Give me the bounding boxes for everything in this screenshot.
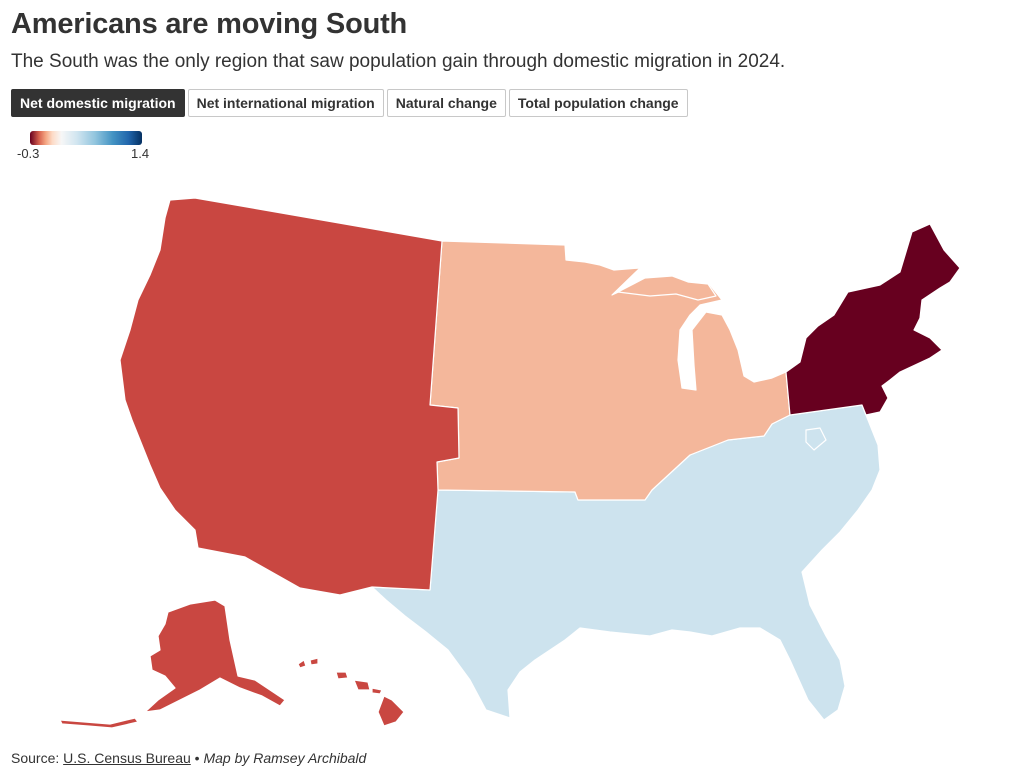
region-west-hawaii[interactable] (297, 657, 405, 727)
legend-min-label: -0.3 (17, 146, 40, 161)
source-label: Source: (11, 750, 60, 766)
region-west[interactable] (119, 197, 460, 596)
metric-tabs: Net domestic migration Net international… (11, 89, 688, 117)
tab-total-population-change[interactable]: Total population change (508, 89, 688, 117)
source-line: Source: U.S. Census Bureau • Map by Rams… (11, 750, 366, 766)
region-northeast[interactable] (785, 223, 961, 416)
region-midwest[interactable] (429, 240, 791, 501)
page-subtitle: The South was the only region that saw p… (11, 51, 786, 72)
page-title: Americans are moving South (11, 8, 408, 40)
region-west-alaska[interactable] (144, 599, 286, 713)
tab-net-international-migration[interactable]: Net international migration (187, 89, 384, 117)
region-west-alaska-islands[interactable] (59, 717, 139, 729)
source-separator: • (194, 750, 200, 766)
map-credit: Map by Ramsey Archibald (203, 750, 367, 766)
legend-max-label: 1.4 (131, 146, 150, 161)
tab-natural-change[interactable]: Natural change (386, 89, 506, 117)
us-regions-map (59, 197, 961, 729)
color-legend: -0.3 1.4 (17, 130, 157, 162)
legend-gradient-bar (30, 131, 142, 145)
region-midwest-upper-peninsula[interactable] (617, 275, 717, 301)
tab-net-domestic-migration[interactable]: Net domestic migration (11, 89, 185, 117)
source-link[interactable]: U.S. Census Bureau (63, 750, 191, 766)
